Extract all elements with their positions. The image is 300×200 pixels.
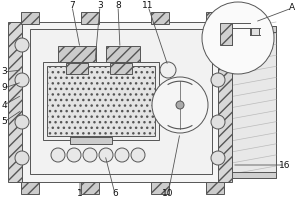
Text: 16: 16 — [279, 160, 291, 170]
Circle shape — [67, 148, 81, 162]
Bar — [151, 12, 169, 24]
Circle shape — [99, 148, 113, 162]
Bar — [251, 28, 259, 35]
Circle shape — [15, 38, 29, 52]
Bar — [232, 172, 276, 178]
Bar — [21, 12, 39, 24]
Bar — [220, 23, 232, 45]
Bar — [232, 26, 276, 32]
Circle shape — [211, 73, 225, 87]
Bar — [30, 29, 212, 174]
Bar — [206, 12, 224, 24]
Bar — [43, 62, 159, 140]
Circle shape — [211, 151, 225, 165]
Text: A: A — [289, 3, 295, 12]
Bar — [206, 182, 224, 194]
Text: 9: 9 — [1, 84, 7, 92]
Circle shape — [176, 101, 184, 109]
Text: 3: 3 — [1, 68, 7, 76]
Circle shape — [15, 151, 29, 165]
Circle shape — [15, 73, 29, 87]
Circle shape — [160, 62, 176, 78]
Bar — [47, 66, 155, 136]
Circle shape — [15, 115, 29, 129]
Bar — [110, 63, 132, 74]
Circle shape — [131, 148, 145, 162]
Bar — [58, 46, 96, 62]
Circle shape — [211, 38, 225, 52]
Text: 8: 8 — [115, 1, 121, 10]
Bar — [81, 12, 99, 24]
Bar — [22, 22, 218, 182]
Bar — [8, 22, 22, 182]
Bar — [70, 137, 112, 144]
Text: 4: 4 — [1, 100, 7, 110]
Bar — [66, 63, 88, 74]
Circle shape — [83, 148, 97, 162]
Text: 10: 10 — [162, 190, 174, 198]
Bar — [21, 182, 39, 194]
Circle shape — [51, 148, 65, 162]
Circle shape — [211, 115, 225, 129]
Bar — [106, 46, 140, 62]
Circle shape — [152, 77, 208, 133]
Text: 6: 6 — [112, 190, 118, 198]
Circle shape — [202, 2, 274, 74]
Circle shape — [115, 148, 129, 162]
Text: 11: 11 — [142, 1, 154, 10]
Text: 1: 1 — [77, 190, 83, 198]
Text: 3: 3 — [97, 1, 103, 10]
Bar — [151, 182, 169, 194]
Bar — [232, 26, 276, 178]
Bar — [218, 22, 232, 182]
Text: 7: 7 — [69, 1, 75, 10]
Text: 5: 5 — [1, 117, 7, 127]
Bar — [81, 182, 99, 194]
